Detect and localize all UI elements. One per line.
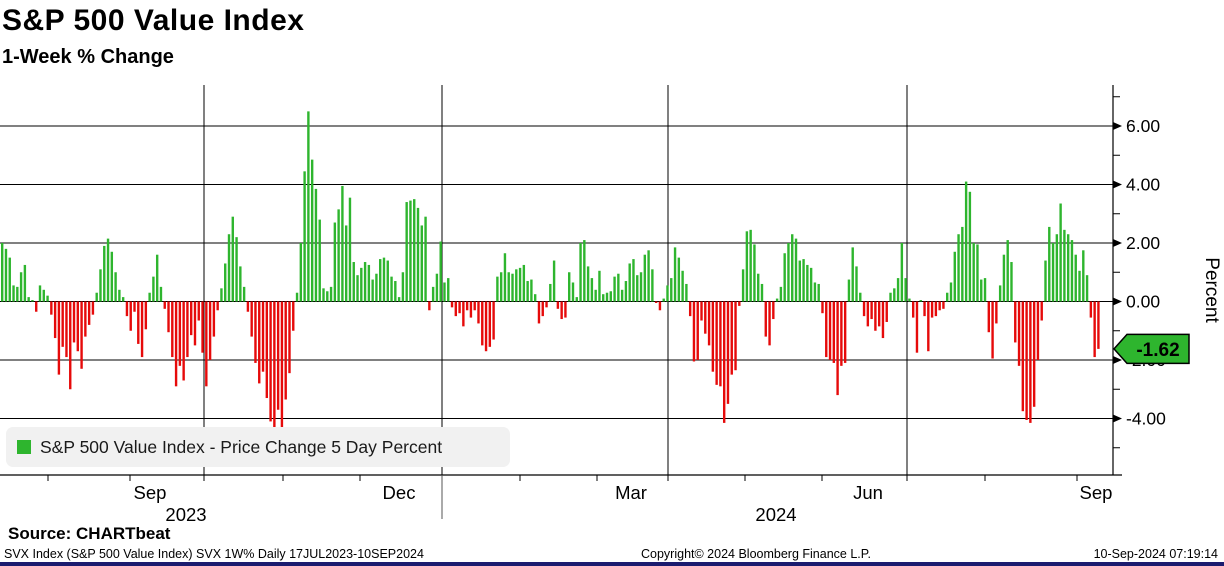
x-year-label: 2023 bbox=[165, 504, 206, 525]
axes bbox=[0, 85, 1122, 519]
x-year-label: 2024 bbox=[755, 504, 796, 525]
y-tick-label: 6.00 bbox=[1126, 116, 1160, 136]
y-tick-label: -4.00 bbox=[1126, 409, 1166, 429]
x-month-label: Jun bbox=[853, 482, 883, 503]
chart-subtitle: 1-Week % Change bbox=[2, 46, 174, 68]
last-value-label: -1.62 bbox=[1136, 340, 1179, 361]
data-bars bbox=[1, 111, 1100, 432]
x-month-label: Mar bbox=[615, 482, 647, 503]
last-value-tag: -1.62 bbox=[1112, 333, 1190, 365]
y-tick-label: 4.00 bbox=[1126, 175, 1160, 195]
chart-timestamp: 10-Sep-2024 07:19:14 bbox=[1093, 547, 1218, 561]
ticker-description: SVX Index (S&P 500 Value Index) SVX 1W% … bbox=[4, 547, 424, 561]
grid-lines bbox=[0, 85, 1113, 475]
source-credit: Source: CHARTbeat bbox=[8, 524, 171, 543]
y-tick-label: 0.00 bbox=[1126, 292, 1160, 312]
x-month-label: Dec bbox=[383, 482, 416, 503]
page-title: S&P 500 Value Index bbox=[2, 4, 305, 37]
copyright-notice: Copyright© 2024 Bloomberg Finance L.P. bbox=[641, 547, 871, 561]
y-tick-label: 2.00 bbox=[1126, 233, 1160, 253]
y-axis-title: Percent bbox=[1201, 257, 1222, 323]
x-month-label: Sep bbox=[134, 482, 167, 503]
legend: S&P 500 Value Index - Price Change 5 Day… bbox=[6, 427, 510, 467]
x-month-label: Sep bbox=[1080, 482, 1113, 503]
bottom-accent-bar bbox=[0, 562, 1224, 566]
axis-labels: 6.004.002.000.00-2.00-4.00SepDecMarJunSe… bbox=[134, 116, 1222, 525]
legend-label: S&P 500 Value Index - Price Change 5 Day… bbox=[40, 436, 443, 457]
legend-swatch-icon bbox=[17, 440, 31, 454]
